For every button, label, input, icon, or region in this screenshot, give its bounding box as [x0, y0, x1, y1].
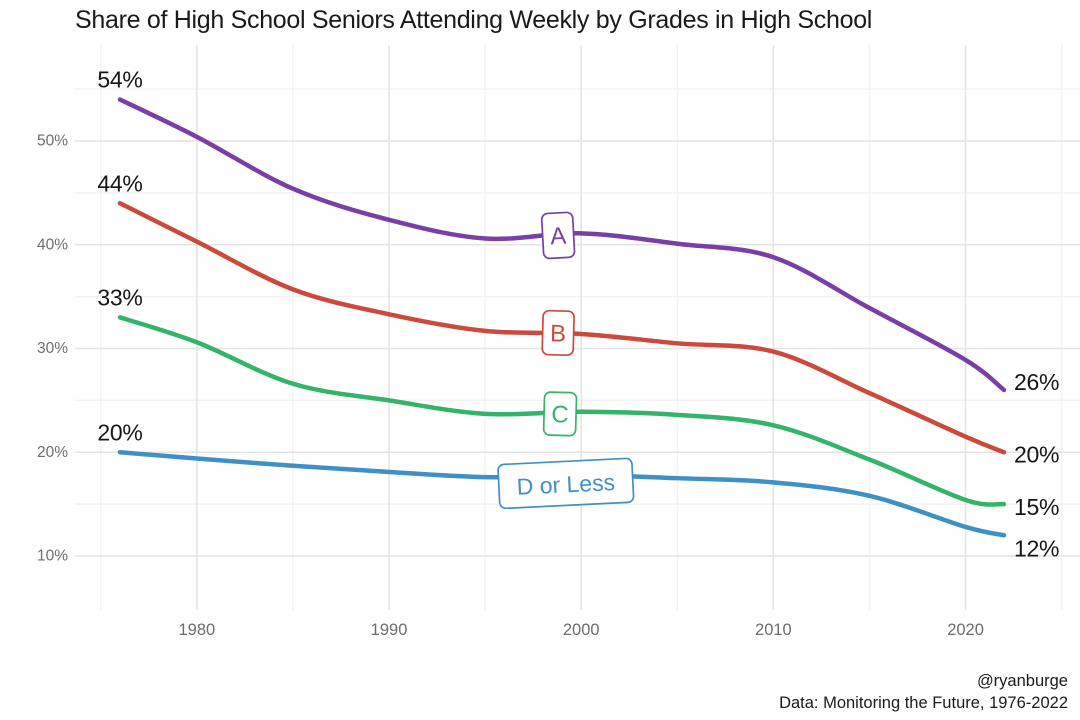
series-mid-label-group-d-or-less: D or Less	[497, 457, 635, 510]
series-end-label-d-or-less: 12%	[1014, 535, 1059, 561]
series-line-a	[117, 97, 1007, 393]
chart-title: Share of High School Seniors Attending W…	[75, 6, 873, 34]
caption-handle: @ryanburge	[976, 672, 1068, 691]
y-tick-label-20%: 20%	[37, 444, 68, 461]
series-start-label-c: 33%	[97, 284, 142, 310]
series-mid-label-group-b: B	[541, 309, 575, 357]
series-mid-label-box-a	[540, 211, 576, 260]
series-mid-label-group-c: C	[542, 391, 578, 437]
y-tick-label-50%: 50%	[37, 133, 68, 150]
series-mid-label-text-a: A	[549, 223, 566, 251]
series-line-b	[117, 201, 1007, 455]
series-end-label-b: 20%	[1014, 441, 1059, 467]
series-mid-label-group-a: A	[540, 211, 576, 260]
series-end-label-a: 26%	[1014, 369, 1059, 395]
y-tick-label-40%: 40%	[37, 236, 68, 253]
y-tick-label-10%: 10%	[37, 548, 68, 565]
y-tick-label-30%: 30%	[37, 340, 68, 357]
series-start-label-d-or-less: 20%	[97, 419, 142, 445]
x-tick-label-1980: 1980	[179, 621, 216, 639]
series-mid-label-box-b	[541, 309, 575, 357]
x-tick-label-2010: 2010	[755, 621, 792, 639]
series-mid-label-text-b: B	[550, 320, 567, 347]
x-tick-label-2020: 2020	[947, 621, 984, 639]
series-mid-label-box-c	[542, 391, 578, 437]
caption-block: @ryanburge Data: Monitoring the Future, …	[779, 671, 1068, 714]
series-mid-label-text-c: C	[551, 401, 569, 428]
series-start-label-a: 54%	[97, 67, 142, 93]
series-start-label-b: 44%	[97, 170, 142, 196]
x-tick-label-2000: 2000	[563, 621, 600, 639]
series-end-label-c: 15%	[1014, 494, 1059, 520]
x-tick-label-1990: 1990	[371, 621, 408, 639]
series-mid-label-box-d-or-less	[497, 457, 635, 510]
series-line-c	[117, 315, 1007, 507]
caption-source: Data: Monitoring the Future, 1976-2022	[779, 693, 1068, 712]
series-mid-label-text-d-or-less: D or Less	[516, 469, 616, 500]
